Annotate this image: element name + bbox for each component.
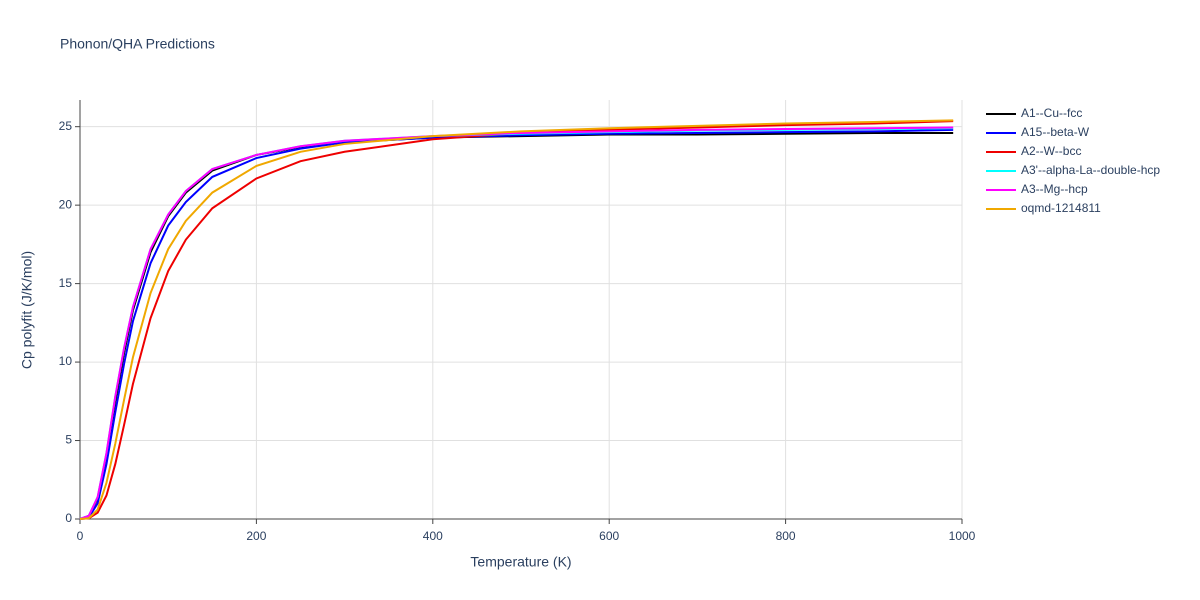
x-tick-label: 0 — [77, 529, 84, 543]
legend-label: A1--Cu--fcc — [1021, 106, 1082, 120]
x-tick-label: 600 — [599, 529, 619, 543]
y-axis-label: Cp polyfit (J/K/mol) — [19, 251, 35, 369]
series-line — [79, 127, 954, 520]
series-line — [79, 126, 954, 520]
legend-label: oqmd-1214811 — [1021, 201, 1101, 215]
legend-label: A3--Mg--hcp — [1021, 182, 1088, 196]
x-tick-label: 1000 — [949, 529, 976, 543]
series-line — [79, 119, 954, 520]
legend-label: A2--W--bcc — [1021, 144, 1081, 158]
series-line — [79, 131, 954, 520]
series-line — [79, 120, 954, 520]
y-tick-label: 10 — [59, 354, 73, 368]
chart-title: Phonon/QHA Predictions — [60, 36, 215, 52]
series-line — [79, 128, 954, 520]
y-tick-label: 20 — [59, 197, 73, 211]
y-tick-label: 15 — [59, 276, 73, 290]
y-tick-label: 25 — [59, 119, 73, 133]
y-tick-label: 0 — [65, 511, 72, 525]
legend-label: A3'--alpha-La--double-hcp — [1021, 163, 1160, 177]
x-tick-label: 800 — [776, 529, 796, 543]
y-tick-label: 5 — [65, 433, 72, 447]
x-axis-label: Temperature (K) — [470, 554, 571, 570]
x-tick-label: 400 — [423, 529, 443, 543]
legend-label: A15--beta-W — [1021, 125, 1090, 139]
x-tick-label: 200 — [246, 529, 266, 543]
